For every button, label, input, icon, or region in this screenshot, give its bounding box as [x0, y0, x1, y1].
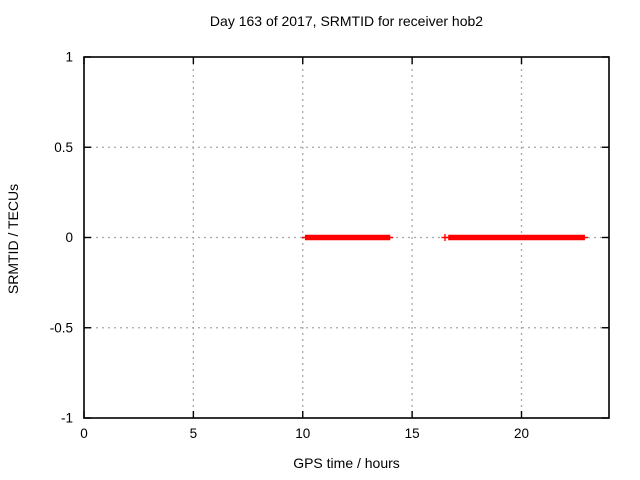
x-axis-label: GPS time / hours [293, 455, 400, 471]
svg-text:-1: -1 [61, 411, 73, 426]
svg-text:-0.5: -0.5 [50, 320, 73, 335]
svg-text:0: 0 [65, 230, 73, 245]
svg-text:0: 0 [80, 426, 88, 441]
svg-text:15: 15 [405, 426, 420, 441]
svg-text:20: 20 [514, 426, 529, 441]
x-tick-labels: 0 5 10 15 20 [80, 426, 529, 441]
svg-text:1: 1 [65, 50, 73, 65]
svg-text:5: 5 [190, 426, 198, 441]
svg-text:10: 10 [295, 426, 310, 441]
data-series [301, 234, 588, 241]
y-tick-labels: -1 -0.5 0 0.5 1 [50, 50, 73, 426]
svg-text:0.5: 0.5 [54, 140, 73, 155]
grid-lines [84, 57, 609, 418]
tick-marks [83, 56, 609, 419]
chart-title: Day 163 of 2017, SRMTID for receiver hob… [209, 13, 484, 29]
